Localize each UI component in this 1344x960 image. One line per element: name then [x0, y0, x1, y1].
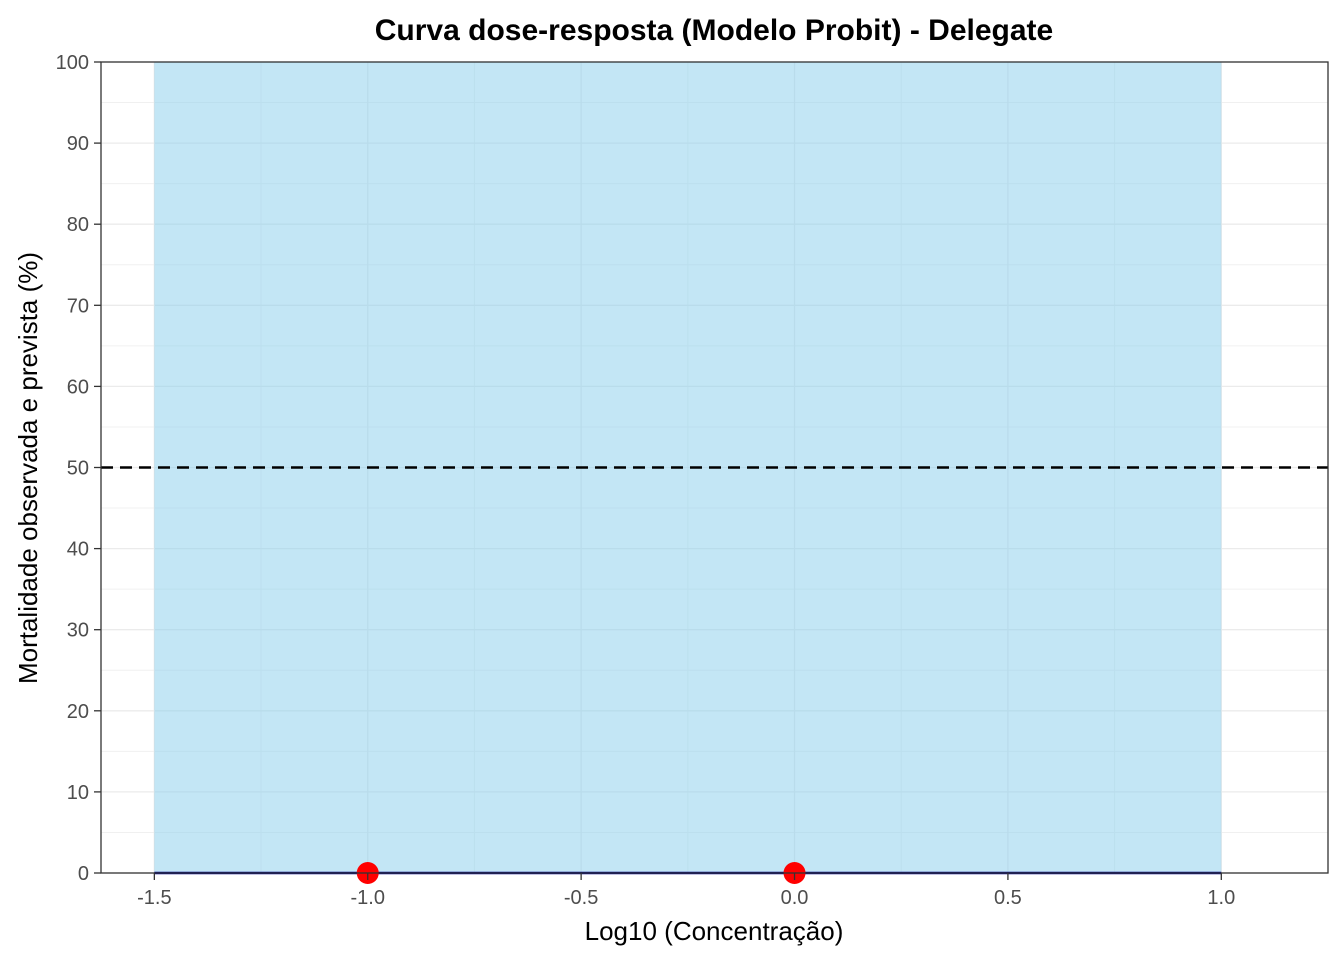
x-tick-label: 0.0 — [781, 887, 809, 909]
y-tick-label: 40 — [67, 539, 89, 561]
x-tick-label: 1.0 — [1207, 887, 1235, 909]
y-tick-label: 30 — [67, 620, 89, 642]
y-tick-label: 0 — [78, 863, 89, 885]
confidence-band-layer — [154, 62, 1222, 873]
y-axis: 0 10 20 30 40 50 60 70 80 90 100 — [56, 52, 101, 885]
y-tick-label: 10 — [67, 782, 89, 804]
y-tick-label: 70 — [67, 295, 89, 317]
y-tick-label: 100 — [56, 52, 89, 74]
y-tick-label: 20 — [67, 701, 89, 723]
y-tick-label: 80 — [67, 214, 89, 236]
x-axis-title: Log10 (Concentração) — [585, 916, 844, 946]
y-tick-label: 60 — [67, 376, 89, 398]
confidence-band — [154, 62, 1222, 873]
y-tick-label: 50 — [67, 458, 89, 480]
x-tick-label: -1.5 — [137, 887, 171, 909]
y-axis-title: Mortalidade observada e prevista (%) — [13, 252, 43, 684]
x-tick-label: -0.5 — [564, 887, 598, 909]
x-tick-label: -1.0 — [351, 887, 385, 909]
chart-title: Curva dose-resposta (Modelo Probit) - De… — [375, 14, 1053, 47]
x-axis: -1.5 -1.0 -0.5 0.0 0.5 1.0 — [137, 873, 1235, 909]
x-tick-label: 0.5 — [994, 887, 1022, 909]
y-tick-label: 90 — [67, 133, 89, 155]
